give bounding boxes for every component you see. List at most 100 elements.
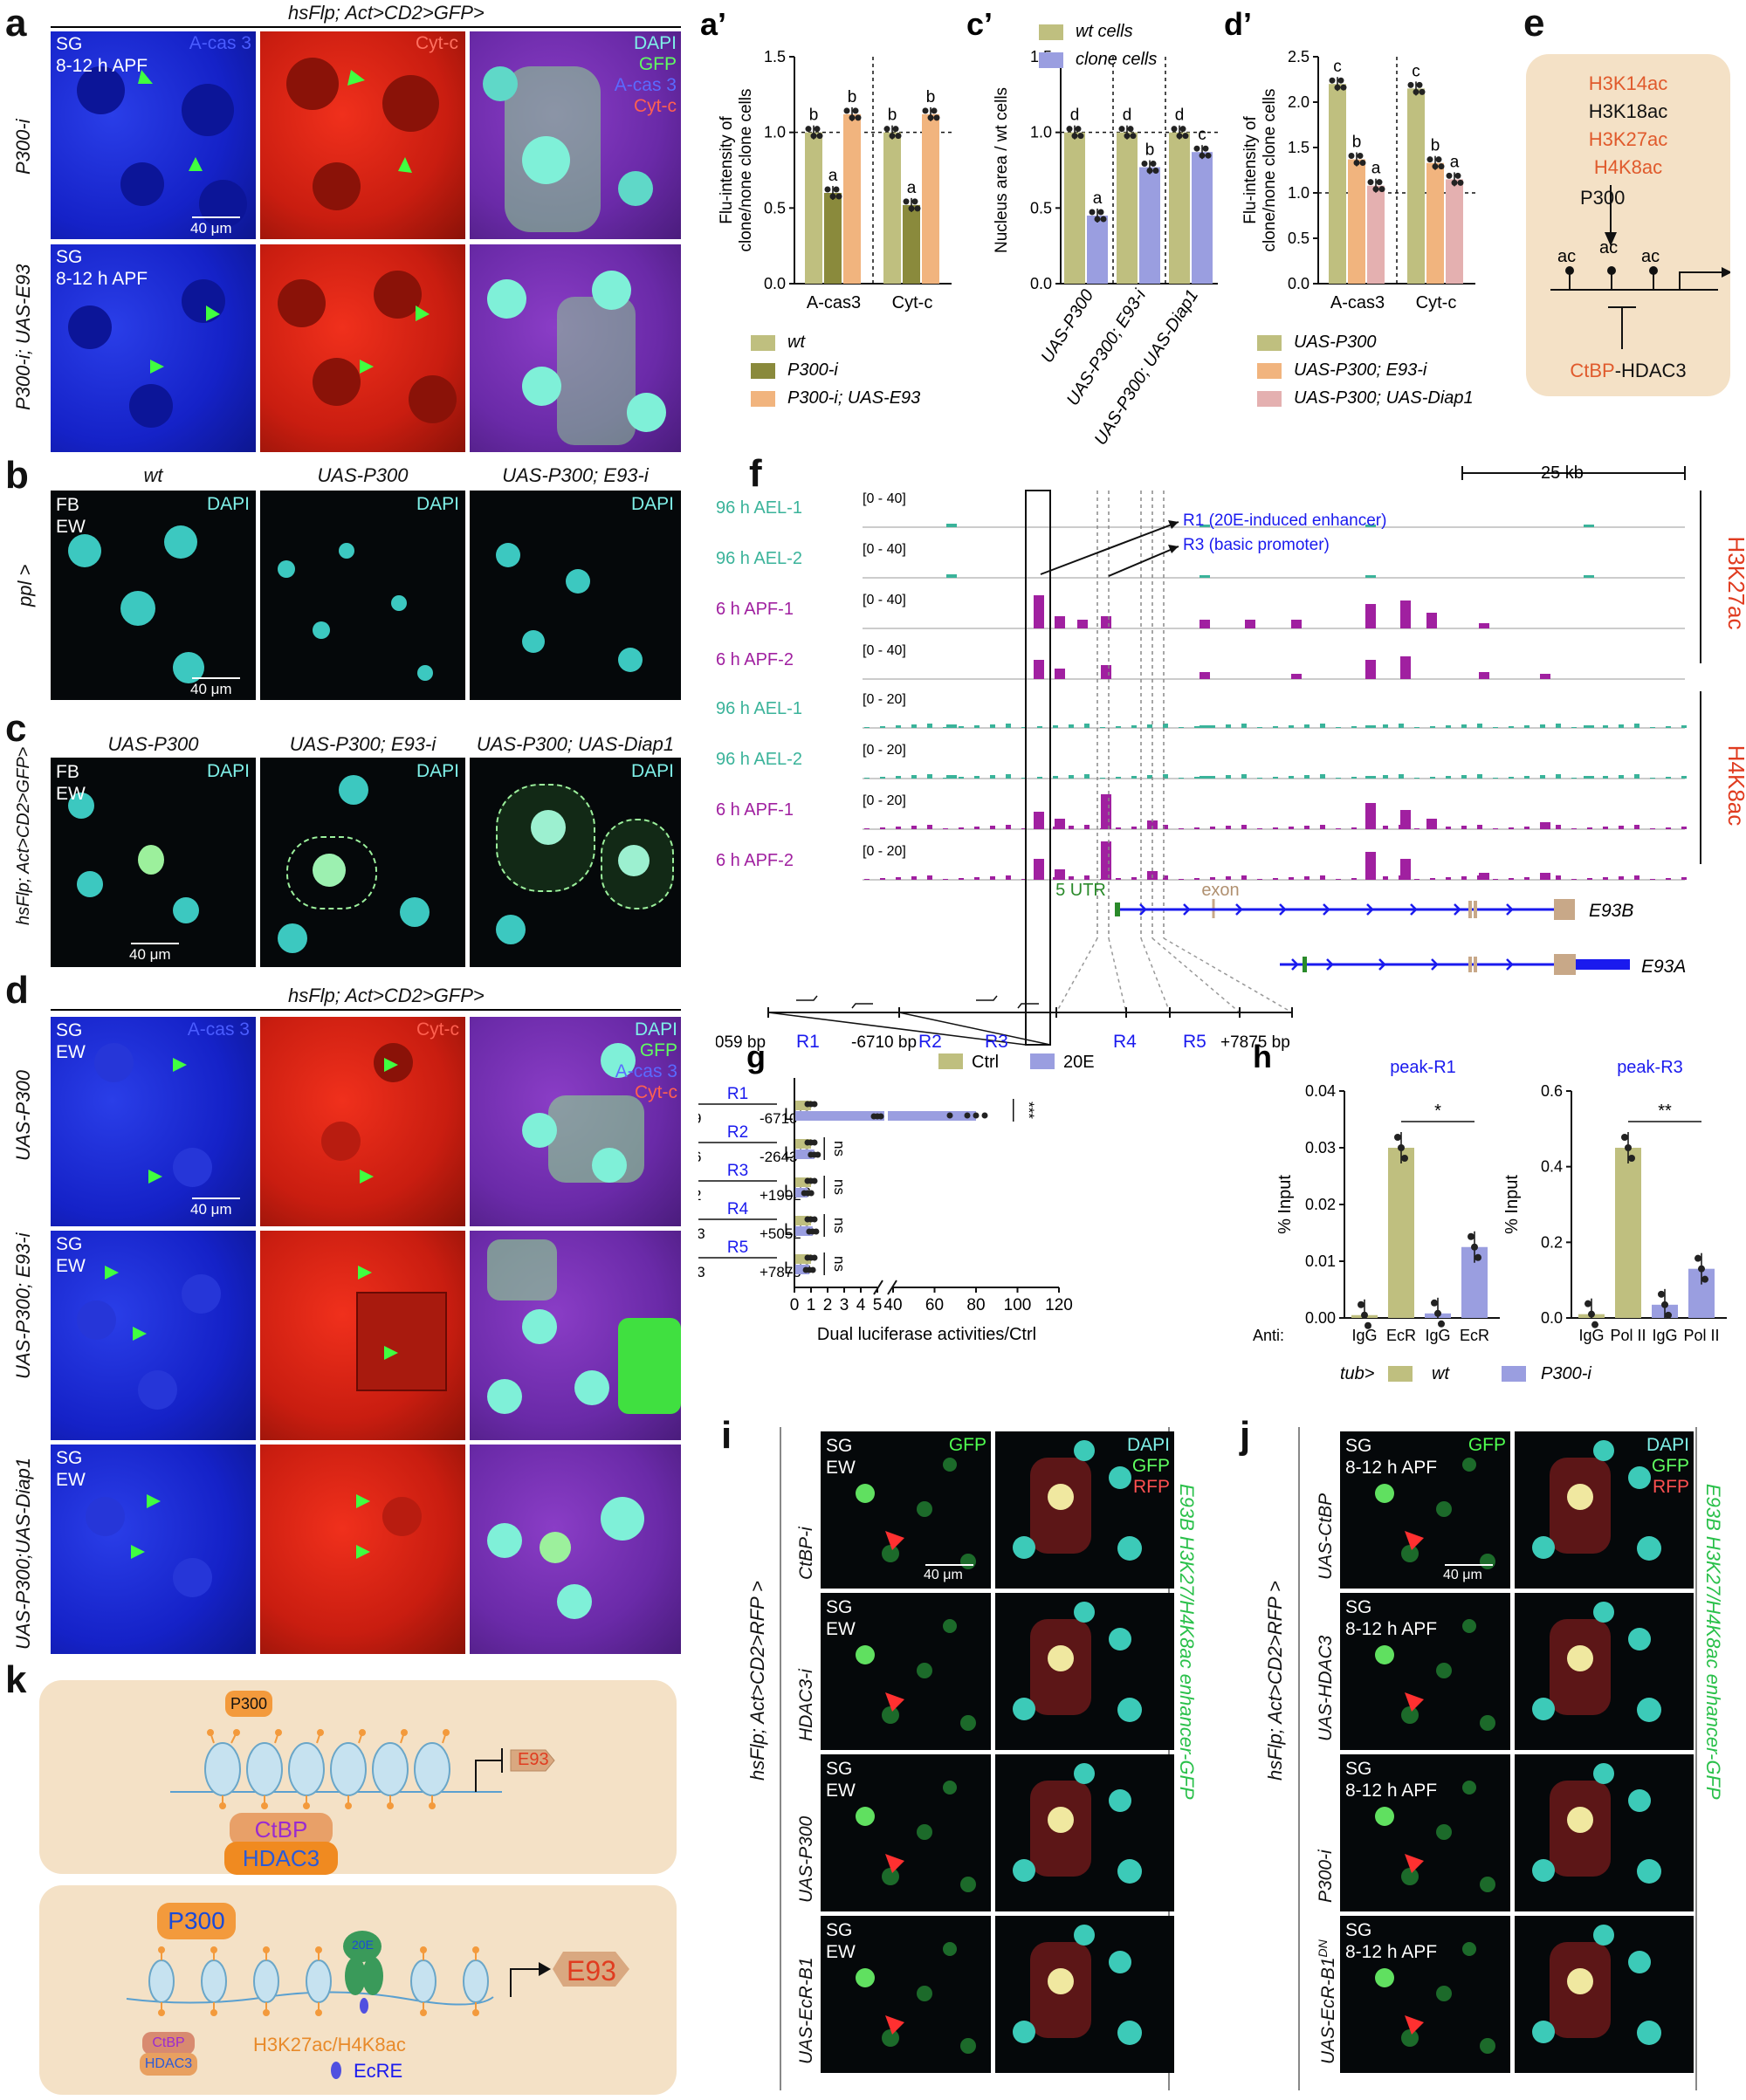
ytick-label: 0.0 [1288,275,1310,292]
i-row1-caption: SG EW [826,1436,856,1478]
dot [1329,77,1336,84]
i-row4-label: UAS-EcR-B1 [796,1957,816,2064]
chart-a-prime-letter: a’ [700,6,726,42]
dot [1337,77,1344,84]
ytick-label: 0.0 [1030,275,1052,292]
k-hdac3-bottom: HDAC3 [140,2053,197,2076]
i-merge-labels: DAPI GFP RFP [1126,1435,1170,1497]
panel-c-row-label: hsFlp; Act>CD2>GFP> [14,746,33,925]
category-label: A-cas3 [1330,293,1385,312]
g-start: -9059 [698,1110,701,1127]
ytick-label: 0.5 [1288,230,1310,247]
h-category: EcR [1386,1327,1416,1344]
k-marks: H3K27ac/H4K8ac [253,2034,406,2055]
panel-d-row1-label: UAS-P300 [12,1070,34,1161]
i-row2-gfp-image [821,1593,991,1750]
dot [1413,88,1419,95]
panel-j-letter: j [1240,1414,1251,1457]
i-row2-caption: SG EW [826,1597,856,1639]
red-arrowhead-icon [1405,1531,1424,1550]
g-start: -6736 [698,1149,701,1165]
b-p300-e93i-image [470,491,681,700]
ytick-label: 1.0 [1288,184,1310,202]
h-ytick: 0.0 [1541,1309,1563,1327]
panel-j-side-label: hsFlp; Act>CD2>RFP > [1264,1581,1286,1781]
dot [810,133,817,140]
bar [1407,88,1425,285]
j-scale-text: 40 μm [1443,1568,1482,1582]
dot [1372,186,1379,193]
b-col1-title: wt [143,464,163,486]
f-track-range: [0 - 20] [863,692,906,707]
sig-letter: b [888,106,897,125]
f-peak [1365,525,1376,527]
legend-label: UAS-P300 [1294,333,1377,352]
panel-i-side-label: hsFlp; Act>CD2>RFP > [746,1581,768,1781]
i-row2-label: HDAC3-i [796,1669,816,1741]
b-col3-title: UAS-P300; E93-i [502,464,649,486]
k-ctbp-top: CtBP [230,1813,333,1846]
g-bar-20e [794,1111,884,1121]
panel-b-row-label: ppl > [14,564,36,607]
g-xtick: 80 [966,1296,985,1314]
dot [933,114,940,121]
f-track-name: 96 h AEL-1 [716,699,802,718]
j-row4-gfp-image [1340,1916,1510,2073]
dot [816,133,823,140]
d-row1-merge-image [470,1017,681,1226]
g-sig: ns [831,1179,848,1195]
g-region: R3 [727,1162,748,1180]
legend-label: clone cells [1076,50,1157,69]
legend-swatch [1257,391,1282,407]
f-peak [1365,575,1376,578]
g-bar-ctrl [794,1101,811,1110]
sig-letter: a [1371,160,1381,178]
f-r1-box [1025,490,1051,1046]
red-arrowhead-icon [885,1854,904,1873]
f-peak [1034,859,1044,880]
category-label: UAS-P300; UAS-Diap1 [1091,286,1203,449]
panel-a-row2-label: P300-i; UAS-E93 [12,264,34,410]
dot [835,193,842,200]
f-peak [1200,776,1210,779]
f-peak [1584,525,1594,527]
g-bar-ctrl [794,1254,811,1264]
j-c1-label: GFP [1468,1435,1506,1455]
c-col2-title: UAS-P300; E93-i [289,733,436,755]
b-scale-text: 40 μm [190,681,232,697]
f-peak [1584,575,1594,578]
d-row3-merge-image [470,1445,681,1654]
f-region-r5: R5 [1183,1032,1206,1052]
f-track-name: 6 h APF-2 [716,851,794,870]
a-row1-c1-label: A-cas 3 [189,33,251,53]
g-xtick: 3 [840,1296,849,1314]
f-track-range: [0 - 40] [863,542,906,557]
f-coord-mid: -6710 bp [851,1033,917,1052]
legend-swatch [751,363,775,379]
dot [1348,153,1355,160]
h-ytick: 0.6 [1541,1082,1563,1100]
dot [1127,126,1134,133]
ytick-label: 0.0 [764,275,786,292]
k-p300-big: P300 [157,1903,236,1939]
h-anti: Anti: [1253,1327,1284,1344]
legend-swatch [1039,52,1063,68]
ytick-label: 2.5 [1288,48,1310,65]
legend-swatch [751,391,775,407]
dot [1451,179,1458,186]
bar [903,204,920,284]
dot [1446,172,1453,179]
dot [1202,145,1209,152]
d-row2-merge-image [470,1231,681,1440]
a-row2-caption: SG 8-12 h APF [56,247,148,289]
chart-c-prime: c’ Nucleus area / wt cells0.00.51.01.5dd… [966,6,1218,449]
f-peak [1365,803,1376,829]
f-peak [1479,873,1489,880]
a-row2-merge-image [470,244,681,452]
panel-d-row3-label: UAS-P300;UAS-Diap1 [12,1457,34,1650]
dot [1130,133,1137,140]
c-scale-text: 40 μm [129,946,171,963]
legend-swatch [1502,1366,1526,1382]
dot [1179,126,1186,133]
j-row3-merge-image [1515,1754,1694,1911]
